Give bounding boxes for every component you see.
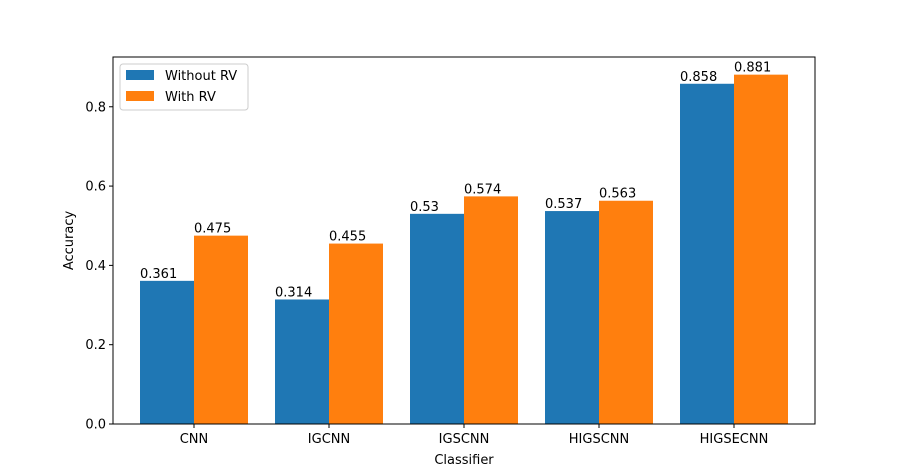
x-tick-label-cnn: CNN — [180, 432, 209, 447]
y-tick-label: 0.4 — [85, 259, 106, 274]
bar-with-rv-cnn — [194, 235, 248, 424]
bar-without-rv-igcnn — [275, 299, 329, 424]
data-label-with-rv-cnn: 0.475 — [194, 222, 231, 237]
data-label-with-rv-igcnn: 0.455 — [329, 230, 366, 245]
x-tick-label-igcnn: IGCNN — [308, 432, 350, 447]
bar-with-rv-higscnn — [599, 200, 653, 424]
data-label-with-rv-igscnn: 0.574 — [464, 182, 501, 197]
data-labels-layer: 0.361 0.314 0.53 0.537 0.858 0.475 0.455 0.574 0… — [140, 61, 771, 301]
bar-without-rv-higscnn — [545, 211, 599, 424]
data-label-without-rv-higsecnn: 0.858 — [680, 70, 717, 85]
y-axis-label: Accuracy — [62, 211, 77, 271]
y-tick-label: 0.2 — [85, 338, 106, 353]
data-label-without-rv-higscnn: 0.537 — [545, 197, 582, 212]
data-label-with-rv-higsecnn: 0.881 — [734, 61, 771, 76]
data-label-without-rv-cnn: 0.361 — [140, 267, 177, 282]
data-label-without-rv-igscnn: 0.53 — [410, 200, 439, 215]
legend-swatch-without-rv — [126, 70, 154, 80]
bar-with-rv-higsecnn — [734, 74, 788, 425]
x-tick-label-higscnn: HIGSCNN — [569, 432, 629, 447]
legend: Without RV With RV — [119, 63, 249, 111]
data-label-without-rv-igcnn: 0.314 — [275, 285, 312, 300]
y-tick-label: 0.0 — [85, 418, 106, 433]
bar-with-rv-igscnn — [464, 196, 518, 424]
legend-label-without-rv: Without RV — [165, 69, 237, 84]
data-label-with-rv-higscnn: 0.563 — [599, 187, 636, 202]
legend-swatch-with-rv — [126, 91, 154, 101]
y-tick-label: 0.6 — [85, 180, 106, 195]
y-axis: 0.0 0.2 0.4 0.6 0.8 — [85, 100, 113, 433]
y-tick-label: 0.8 — [85, 100, 106, 115]
x-tick-label-higsecnn: HIGSECNN — [700, 432, 769, 447]
bars-layer — [140, 74, 788, 425]
bar-without-rv-cnn — [140, 280, 194, 424]
x-axis-label: Classifier — [434, 453, 494, 468]
bar-without-rv-igscnn — [410, 213, 464, 424]
bar-without-rv-higsecnn — [680, 83, 734, 425]
bar-with-rv-igcnn — [329, 243, 383, 424]
x-axis: CNN IGCNN IGSCNN HIGSCNN HIGSECNN — [180, 424, 769, 447]
legend-label-with-rv: With RV — [165, 90, 216, 105]
x-tick-label-igscnn: IGSCNN — [439, 432, 490, 447]
